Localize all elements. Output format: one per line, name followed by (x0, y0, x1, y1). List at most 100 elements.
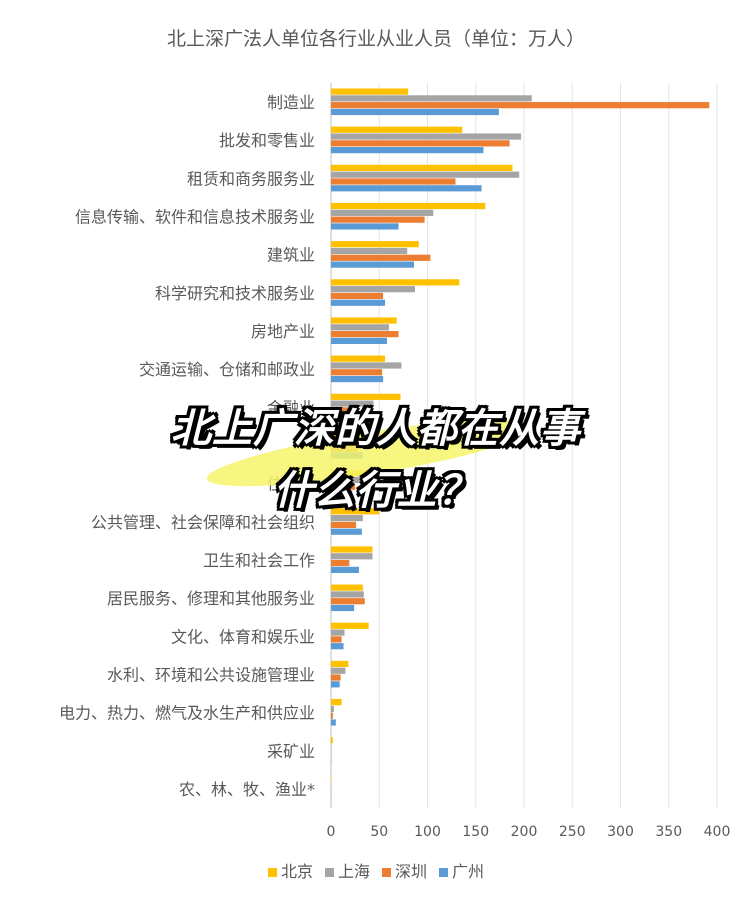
category-label: 建筑业 (267, 246, 315, 265)
legend-swatch (382, 868, 391, 877)
bar (331, 247, 408, 255)
bar (331, 667, 346, 674)
bar (331, 719, 336, 726)
bar (331, 566, 359, 573)
bar (331, 209, 434, 216)
x-tick-label: 350 (655, 824, 682, 840)
category-label: 卫生和社会工作 (203, 551, 315, 570)
bar (331, 95, 532, 102)
category-label: 水利、环境和公共设施管理业 (107, 665, 315, 684)
bar (331, 279, 460, 286)
bar (331, 476, 360, 484)
category-label: 文化、体育和娱乐业 (171, 627, 315, 646)
x-tick-label: 100 (414, 824, 441, 840)
bar (331, 261, 414, 268)
legend-item: 深圳 (382, 858, 427, 882)
category-label: 批发和零售业 (219, 131, 315, 150)
bar (331, 164, 513, 171)
legend-swatch (324, 868, 334, 877)
bar (331, 643, 344, 650)
bar (331, 712, 333, 719)
legend-item: 广州 (439, 858, 484, 882)
category-label: 金融业 (267, 398, 315, 417)
bar (331, 324, 389, 331)
category-label: 信息传输、软件和信息技术服务业 (75, 208, 315, 227)
bar (331, 591, 364, 598)
bar (331, 292, 384, 300)
bar (331, 178, 456, 185)
bar (331, 393, 401, 400)
bar (331, 508, 380, 515)
category-label: 电力、热力、燃气及水生产和供应业 (59, 704, 315, 723)
bar (331, 216, 425, 223)
legend-item: 北京 (267, 858, 313, 882)
x-tick-label: 250 (559, 824, 586, 840)
bar (331, 674, 341, 681)
bar (331, 171, 520, 178)
bar (331, 286, 415, 293)
bar (331, 375, 384, 383)
legend-item: 上海 (324, 858, 370, 882)
x-tick-label: 150 (462, 824, 489, 840)
category-label: 制造业 (267, 93, 315, 112)
x-tick-label: 50 (370, 824, 388, 840)
bar (331, 102, 710, 109)
bar (331, 223, 399, 230)
bar (331, 559, 350, 567)
bar (331, 584, 363, 591)
bar (331, 202, 486, 210)
bar (331, 355, 386, 362)
bar (331, 407, 351, 414)
legend-label: 深圳 (395, 862, 428, 881)
overlay-headline-line2: 什么行业？ (273, 468, 479, 514)
bar (331, 737, 333, 744)
chart-title: 北上深广法人单位各行业从业人员（单位：万人） (166, 28, 585, 50)
bar (331, 299, 386, 306)
x-tick-label: 300 (607, 824, 634, 840)
bar (331, 414, 360, 421)
bar (331, 331, 399, 338)
bar (331, 490, 353, 497)
bar (331, 699, 342, 706)
category-label: 租赁和商务服务业 (187, 169, 315, 188)
bar (331, 483, 356, 490)
bar (331, 126, 463, 133)
bar (331, 705, 334, 713)
chart-legend: 北京 上海 深圳 广州 (0, 858, 752, 882)
legend-swatch (439, 868, 449, 877)
category-label: 房地产业 (251, 322, 315, 341)
bar (331, 604, 355, 612)
bar (331, 521, 357, 529)
bar (331, 660, 349, 668)
bar (331, 147, 484, 154)
bar (331, 369, 383, 376)
bar (331, 598, 365, 605)
overlay-headline-line1: 北上广深的人都在从事 (171, 406, 581, 452)
bar (331, 337, 387, 345)
bar (331, 553, 373, 560)
bar (331, 362, 402, 369)
category-label: 公共管理、社会保障和社会组织 (91, 513, 315, 532)
legend-swatch (267, 868, 277, 877)
category-label: 农、林、牧、渔业* (179, 780, 315, 799)
bar (331, 400, 374, 407)
bar (331, 636, 342, 643)
bar (331, 140, 510, 147)
bar (331, 133, 522, 140)
bar (331, 185, 482, 192)
legend-label: 上海 (337, 862, 370, 881)
bar (331, 108, 499, 116)
bar (331, 88, 409, 95)
bar (331, 546, 373, 553)
bar (331, 241, 419, 248)
x-tick-label: 0 (327, 824, 336, 840)
bar (331, 622, 369, 629)
bar (331, 528, 362, 535)
category-label: 交通运输、仓储和邮政业 (139, 360, 315, 379)
bar (331, 515, 363, 522)
bar (331, 317, 397, 324)
category-label: 居民服务、修理和其他服务业 (107, 589, 315, 608)
category-label: 采矿业 (267, 742, 315, 761)
bar (331, 254, 431, 261)
